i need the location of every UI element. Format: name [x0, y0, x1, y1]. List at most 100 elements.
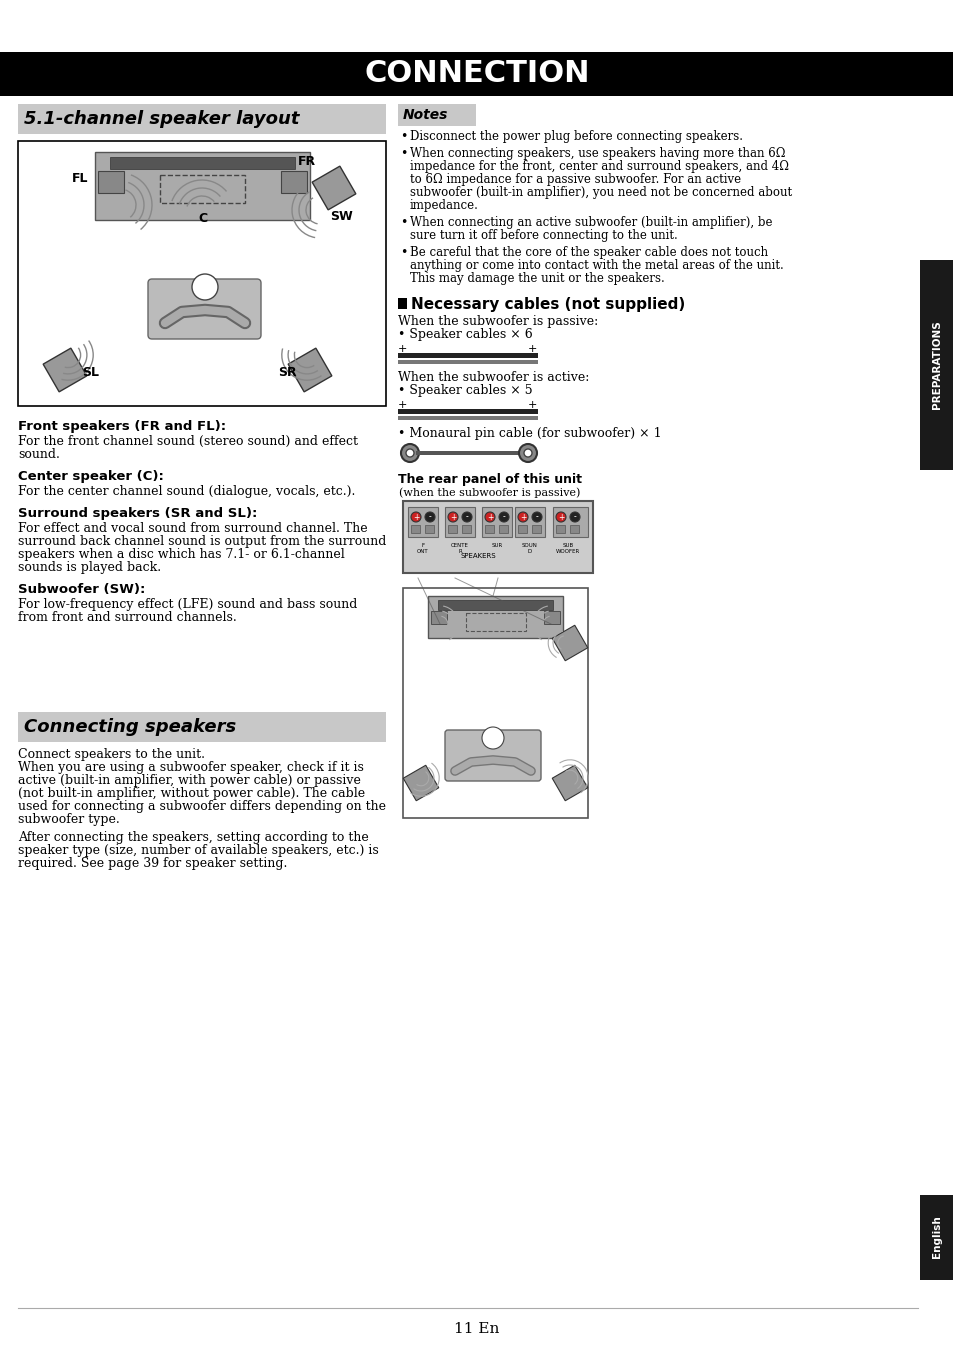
FancyBboxPatch shape [408, 507, 437, 537]
FancyBboxPatch shape [569, 524, 578, 532]
FancyBboxPatch shape [919, 260, 953, 470]
FancyBboxPatch shape [397, 353, 537, 359]
Text: surround back channel sound is output from the surround: surround back channel sound is output fr… [18, 535, 386, 549]
Text: Connecting speakers: Connecting speakers [24, 718, 236, 736]
Circle shape [400, 443, 418, 462]
Text: SR: SR [277, 367, 296, 380]
Text: C: C [198, 212, 208, 225]
Polygon shape [312, 166, 355, 210]
Text: from front and surround channels.: from front and surround channels. [18, 611, 236, 624]
FancyBboxPatch shape [148, 279, 261, 338]
FancyBboxPatch shape [428, 596, 562, 638]
FancyBboxPatch shape [18, 712, 386, 741]
Circle shape [424, 512, 435, 522]
Text: -: - [535, 512, 537, 522]
Text: required. See page 39 for speaker setting.: required. See page 39 for speaker settin… [18, 857, 287, 869]
FancyBboxPatch shape [532, 524, 540, 532]
Text: to 6Ω impedance for a passive subwoofer. For an active: to 6Ω impedance for a passive subwoofer.… [410, 173, 740, 186]
Text: active (built-in amplifier, with power cable) or passive: active (built-in amplifier, with power c… [18, 774, 360, 787]
Text: +: + [450, 512, 456, 522]
Text: SUB
WOOFER: SUB WOOFER [556, 543, 579, 554]
Text: When connecting speakers, use speakers having more than 6Ω: When connecting speakers, use speakers h… [410, 147, 784, 160]
Text: CENTE
R: CENTE R [451, 543, 469, 554]
FancyBboxPatch shape [919, 1194, 953, 1281]
Text: Notes: Notes [402, 108, 448, 123]
Polygon shape [288, 348, 332, 392]
FancyBboxPatch shape [444, 731, 540, 780]
FancyBboxPatch shape [517, 524, 526, 532]
Text: For low-frequency effect (LFE) sound and bass sound: For low-frequency effect (LFE) sound and… [18, 599, 357, 611]
Text: subwoofer (built-in amplifier), you need not be concerned about: subwoofer (built-in amplifier), you need… [410, 186, 791, 200]
FancyBboxPatch shape [18, 142, 386, 406]
FancyBboxPatch shape [424, 524, 434, 532]
FancyBboxPatch shape [0, 53, 953, 96]
FancyBboxPatch shape [281, 171, 307, 193]
FancyBboxPatch shape [397, 360, 537, 364]
FancyBboxPatch shape [402, 588, 587, 818]
Text: +: + [397, 400, 407, 410]
Text: PREPARATIONS: PREPARATIONS [931, 321, 941, 410]
FancyBboxPatch shape [543, 611, 559, 624]
Text: Disconnect the power plug before connecting speakers.: Disconnect the power plug before connect… [410, 129, 742, 143]
FancyBboxPatch shape [397, 104, 476, 125]
Text: 5.1-channel speaker layout: 5.1-channel speaker layout [24, 111, 299, 128]
Text: This may damage the unit or the speakers.: This may damage the unit or the speakers… [410, 272, 664, 284]
Text: When connecting an active subwoofer (built-in amplifier), be: When connecting an active subwoofer (bui… [410, 216, 772, 229]
FancyBboxPatch shape [397, 417, 537, 421]
Text: For effect and vocal sound from surround channel. The: For effect and vocal sound from surround… [18, 522, 367, 535]
Text: FL: FL [71, 173, 89, 185]
Text: • Speaker cables × 5: • Speaker cables × 5 [397, 384, 532, 398]
Text: -: - [465, 512, 468, 522]
Text: +: + [527, 344, 537, 355]
FancyBboxPatch shape [416, 452, 520, 456]
Text: +: + [486, 512, 493, 522]
Circle shape [556, 512, 565, 522]
Circle shape [518, 443, 537, 462]
Circle shape [498, 512, 509, 522]
Text: F
ONT: F ONT [416, 543, 428, 554]
Text: •: • [399, 147, 407, 160]
FancyBboxPatch shape [18, 104, 386, 133]
Circle shape [461, 512, 472, 522]
Text: •: • [399, 245, 407, 259]
FancyBboxPatch shape [397, 298, 407, 309]
Polygon shape [552, 625, 587, 661]
Text: +: + [413, 512, 418, 522]
Text: Front speakers (FR and FL):: Front speakers (FR and FL): [18, 421, 226, 433]
FancyBboxPatch shape [95, 152, 310, 220]
Text: Surround speakers (SR and SL):: Surround speakers (SR and SL): [18, 507, 257, 520]
Polygon shape [43, 348, 87, 392]
FancyBboxPatch shape [397, 408, 537, 414]
Text: When the subwoofer is active:: When the subwoofer is active: [397, 371, 589, 384]
FancyBboxPatch shape [484, 524, 494, 532]
Text: impedance.: impedance. [410, 200, 478, 212]
FancyBboxPatch shape [110, 156, 294, 168]
Text: For the front channel sound (stereo sound) and effect: For the front channel sound (stereo soun… [18, 435, 357, 448]
Text: When the subwoofer is passive:: When the subwoofer is passive: [397, 315, 598, 328]
FancyBboxPatch shape [553, 507, 587, 537]
Text: The rear panel of this unit: The rear panel of this unit [397, 473, 581, 487]
Circle shape [481, 727, 503, 749]
Text: +: + [558, 512, 563, 522]
FancyBboxPatch shape [515, 507, 544, 537]
Text: +: + [519, 512, 526, 522]
Text: (not built-in amplifier, without power cable). The cable: (not built-in amplifier, without power c… [18, 787, 365, 799]
Text: For the center channel sound (dialogue, vocals, etc.).: For the center channel sound (dialogue, … [18, 485, 355, 497]
Text: •: • [399, 129, 407, 143]
FancyBboxPatch shape [461, 524, 471, 532]
Circle shape [517, 512, 527, 522]
FancyBboxPatch shape [481, 507, 512, 537]
Text: sounds is played back.: sounds is played back. [18, 561, 161, 574]
Text: When you are using a subwoofer speaker, check if it is: When you are using a subwoofer speaker, … [18, 762, 363, 774]
Text: • Speaker cables × 6: • Speaker cables × 6 [397, 328, 532, 341]
Text: • Monaural pin cable (for subwoofer) × 1: • Monaural pin cable (for subwoofer) × 1 [397, 427, 661, 439]
Text: FR: FR [297, 155, 315, 168]
Circle shape [448, 512, 457, 522]
FancyBboxPatch shape [411, 524, 419, 532]
Text: Necessary cables (not supplied): Necessary cables (not supplied) [411, 297, 684, 311]
Text: CONNECTION: CONNECTION [364, 59, 589, 89]
Text: •: • [399, 216, 407, 229]
Circle shape [192, 274, 218, 301]
Text: +: + [397, 344, 407, 355]
Text: SUR: SUR [491, 543, 502, 549]
